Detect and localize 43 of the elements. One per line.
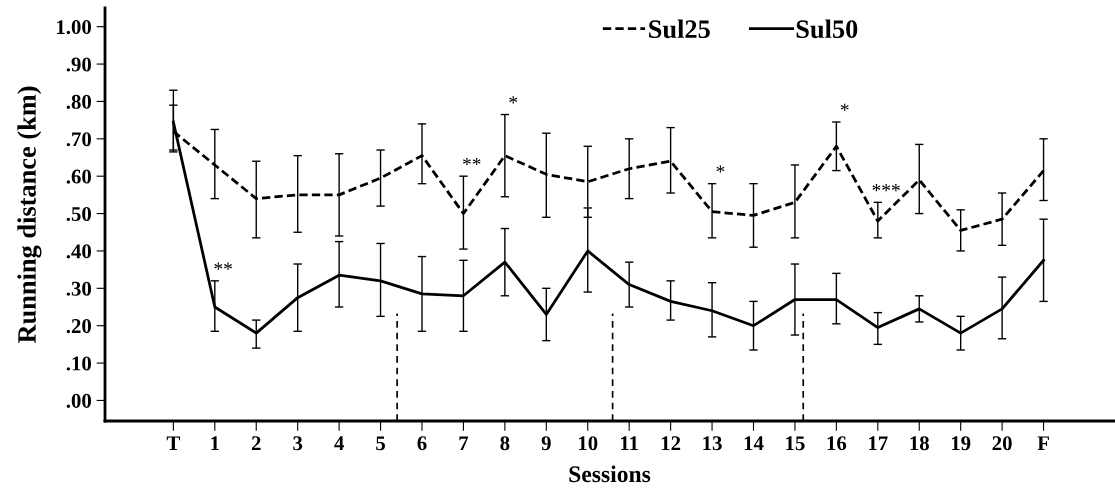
- y-axis-title: Running distance (km): [17, 86, 42, 344]
- x-tick-label: 9: [541, 436, 551, 451]
- y-tick-label: .00: [66, 393, 92, 408]
- x-tick-label: 7: [459, 436, 469, 451]
- x-tick-label: 2: [251, 436, 261, 451]
- annotation: *: [716, 165, 725, 173]
- x-tick-label: 12: [661, 436, 681, 451]
- y-tick-label: .90: [66, 57, 92, 72]
- y-tick-label: .40: [66, 244, 92, 259]
- legend-label: Sul25: [649, 19, 710, 39]
- annotation: *: [509, 96, 518, 104]
- annotation: ***: [872, 184, 900, 192]
- x-tick-label: 14: [744, 436, 764, 451]
- x-tick-label: 16: [827, 436, 847, 451]
- x-tick-label: 13: [703, 436, 722, 451]
- y-tick-label: .20: [66, 319, 92, 334]
- x-tick-label: T: [166, 436, 180, 451]
- x-tick-label: 10: [579, 436, 598, 451]
- x-tick-label: 11: [621, 436, 638, 451]
- x-tick-label: F: [1037, 436, 1049, 451]
- y-tick-label: .50: [66, 206, 92, 222]
- x-tick-label: 3: [293, 436, 303, 451]
- annotation: *: [840, 103, 849, 111]
- x-tick-label: 18: [910, 436, 929, 451]
- y-tick-label: .10: [66, 356, 92, 371]
- x-tick-label: 1: [211, 436, 219, 451]
- y-tick-label: .70: [66, 132, 92, 147]
- x-axis-title: Sessions: [569, 465, 651, 483]
- annotation: **: [463, 157, 481, 166]
- x-tick-label: 6: [417, 436, 427, 451]
- x-tick-label: 4: [334, 436, 344, 451]
- y-tick-label: .60: [66, 169, 92, 184]
- x-tick-label: 17: [869, 436, 888, 451]
- y-tick-label: .80: [66, 94, 92, 109]
- annotation: **: [214, 262, 232, 270]
- x-tick-label: 20: [992, 436, 1012, 451]
- x-tick-label: 19: [951, 436, 971, 451]
- y-tick-label: 1.00: [57, 20, 92, 35]
- y-tick-label: .30: [66, 281, 92, 296]
- legend-label: Sul50: [796, 19, 858, 39]
- x-tick-label: 5: [376, 436, 386, 451]
- x-tick-label: 8: [500, 436, 510, 451]
- x-tick-label: 15: [786, 436, 805, 451]
